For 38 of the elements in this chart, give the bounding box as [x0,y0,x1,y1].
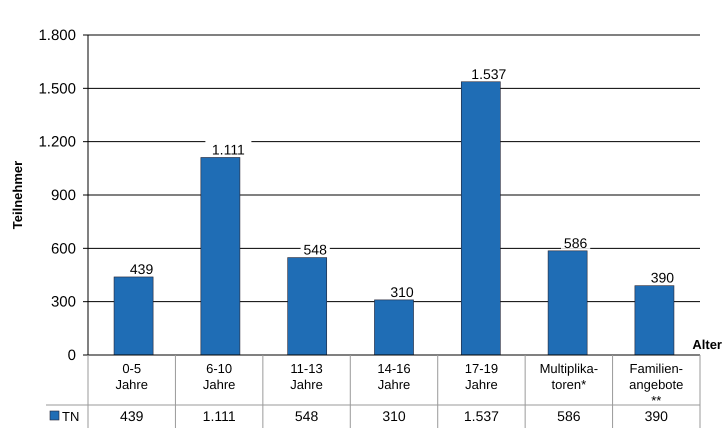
y-tick-label: 0 [68,347,76,364]
data-label: 310 [382,408,406,424]
x-tick-label: 11-13 Jahre [290,361,323,392]
x-tick-label: 0-5 Jahre [115,361,148,392]
text: 1.111 [212,141,245,158]
y-tick-label: 1.500 [38,80,76,98]
bar [114,276,154,356]
data-label: 548 [294,408,318,424]
y-tick-label: 600 [50,240,76,258]
y-tick-label: 300 [50,294,76,311]
x-tick-label: Familien- angebote ** [629,361,684,408]
data-label: 390 [644,408,668,424]
x-tick-label: 17-19 Jahre [464,361,498,392]
y-axis-title: Teilnehmer [10,160,25,230]
text: 548 [304,242,327,258]
bar [287,257,328,356]
y-tick-label: 900 [50,187,76,204]
x-tick-label: Multiplika- toren* [540,361,598,392]
y-tick-label: 1.200 [38,134,76,151]
bar [634,285,674,356]
bar [200,157,240,356]
bar [548,250,588,356]
text: 439 [130,260,154,277]
data-label: 1.111 [202,408,236,424]
text: 310 [390,284,414,300]
data-label: 439 [120,408,144,424]
text: 390 [650,270,674,286]
data-label: 586 [557,408,581,424]
text: 1.537 [471,66,506,82]
text: 586 [564,234,588,251]
x-axis-title: Alter [692,337,722,352]
x-tick-label: 14-16 Jahre [377,361,411,392]
bar [374,300,414,356]
legend-label: TN [62,409,80,424]
bar [460,81,501,356]
data-label: 1.537 [464,408,500,424]
y-tick-label: 1.800 [38,27,76,44]
x-tick-label: 6-10 Jahre [202,361,236,392]
